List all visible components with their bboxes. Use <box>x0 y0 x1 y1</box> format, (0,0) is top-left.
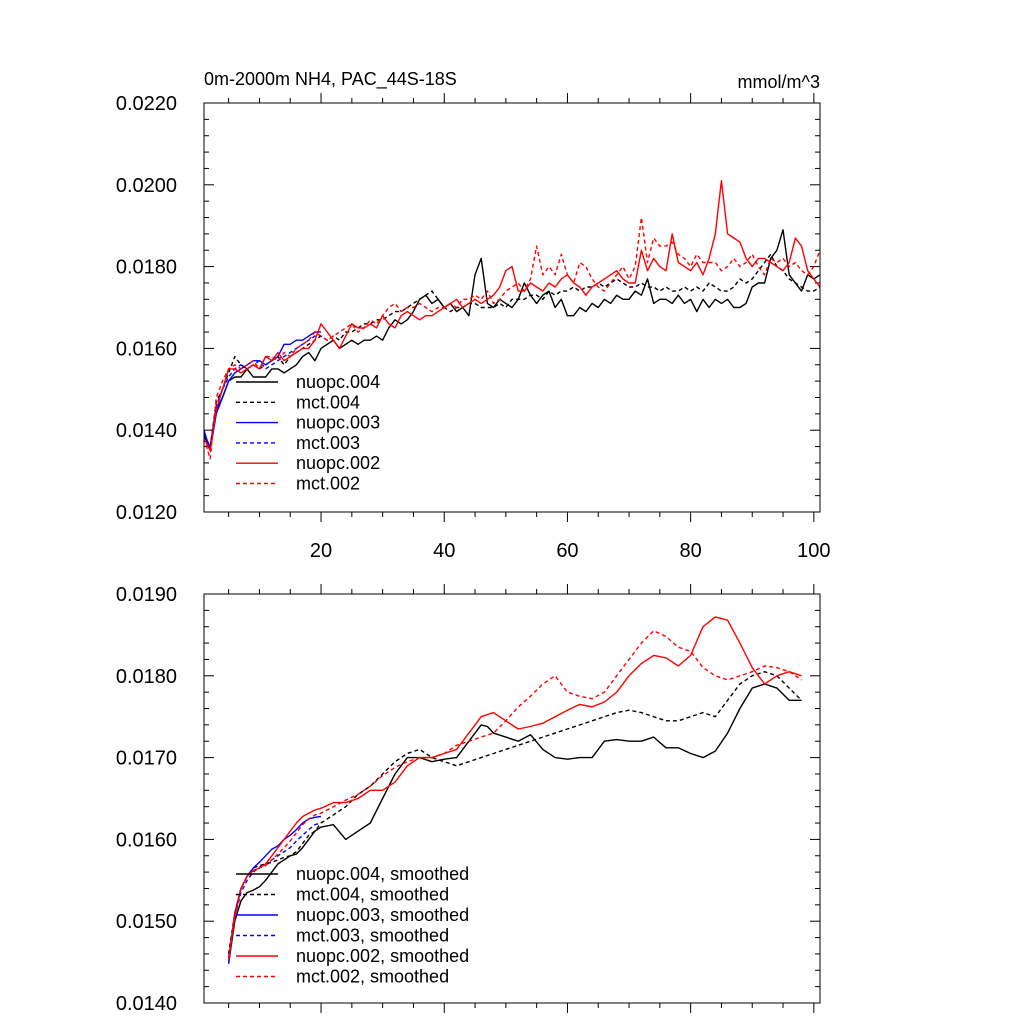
chart-title: 0m-2000m NH4, PAC_44S-18S <box>204 69 457 90</box>
series-line-nuopc-002 <box>203 179 821 452</box>
y-tick-label: 0.0120 <box>116 502 177 524</box>
series-line-mct-003-smoothed <box>227 822 322 959</box>
legend-label-mct-004-smoothed: mct.004, smoothed <box>296 885 449 905</box>
top-axis-ticks: 0.0120 0.0140 0.0160 0.0180 0.0200 0.0220 20 40… <box>116 93 831 562</box>
legend-label-mct-004: mct.004 <box>296 392 360 412</box>
legend-label-mct-002-smoothed: mct.002, smoothed <box>296 967 449 987</box>
y-tick-label: 0.0160 <box>116 338 177 360</box>
y-tick-label: 0.0170 <box>116 748 177 770</box>
bottom-panel: 0.0140 0.0150 0.0160 0.0170 0.0180 0.0190 nuo… <box>116 584 821 1015</box>
series-line-nuopc-002-smoothed <box>227 616 802 961</box>
legend-label-mct-003-smoothed: mct.003, smoothed <box>296 926 449 946</box>
x-tick-label: 100 <box>797 540 830 562</box>
legend-label-nuopc-003-smoothed: nuopc.003, smoothed <box>296 905 469 925</box>
y-tick-label: 0.0140 <box>116 993 177 1015</box>
top-panel: 0m-2000m NH4, PAC_44S-18S mmol/m^3 0.012… <box>116 69 831 562</box>
legend-label-nuopc-002: nuopc.002 <box>296 453 380 473</box>
top-legend: nuopc.004mct.004nuopc.003mct.003nuopc.00… <box>236 372 380 494</box>
x-tick-label: 80 <box>680 540 702 562</box>
legend-label-mct-002: mct.002 <box>296 474 360 494</box>
y-tick-label: 0.0180 <box>116 257 177 279</box>
y-tick-label: 0.0190 <box>116 584 177 606</box>
series-line-mct-004-smoothed <box>227 671 802 955</box>
series-line-nuopc-004 <box>203 229 821 452</box>
y-tick-label: 0.0140 <box>116 420 177 442</box>
bottom-series-group <box>227 616 802 964</box>
y-tick-label: 0.0180 <box>116 666 177 688</box>
y-tick-label: 0.0200 <box>116 175 177 197</box>
top-plot-frame <box>203 102 821 513</box>
legend-label-mct-003: mct.003 <box>296 433 360 453</box>
legend-label-nuopc-004: nuopc.004 <box>296 372 380 392</box>
legend-label-nuopc-004-smoothed: nuopc.004, smoothed <box>296 864 469 884</box>
legend-label-nuopc-003: nuopc.003 <box>296 413 380 433</box>
series-line-nuopc-004-smoothed <box>227 683 802 964</box>
x-tick-label: 20 <box>310 540 332 562</box>
series-line-mct-004 <box>203 253 821 448</box>
y-tick-label: 0.0220 <box>116 93 177 115</box>
top-series-group <box>203 179 821 460</box>
bottom-axis-ticks: 0.0140 0.0150 0.0160 0.0170 0.0180 0.0190 <box>116 584 820 1015</box>
series-line-mct-002 <box>203 216 821 460</box>
y-tick-label: 0.0160 <box>116 829 177 851</box>
series-line-mct-002-smoothed <box>227 630 802 959</box>
legend-label-nuopc-002-smoothed: nuopc.002, smoothed <box>296 946 469 966</box>
x-tick-label: 40 <box>433 540 455 562</box>
bottom-plot-frame <box>203 593 821 1004</box>
units-label: mmol/m^3 <box>738 72 820 92</box>
y-tick-label: 0.0150 <box>116 911 177 933</box>
x-tick-label: 60 <box>556 540 578 562</box>
